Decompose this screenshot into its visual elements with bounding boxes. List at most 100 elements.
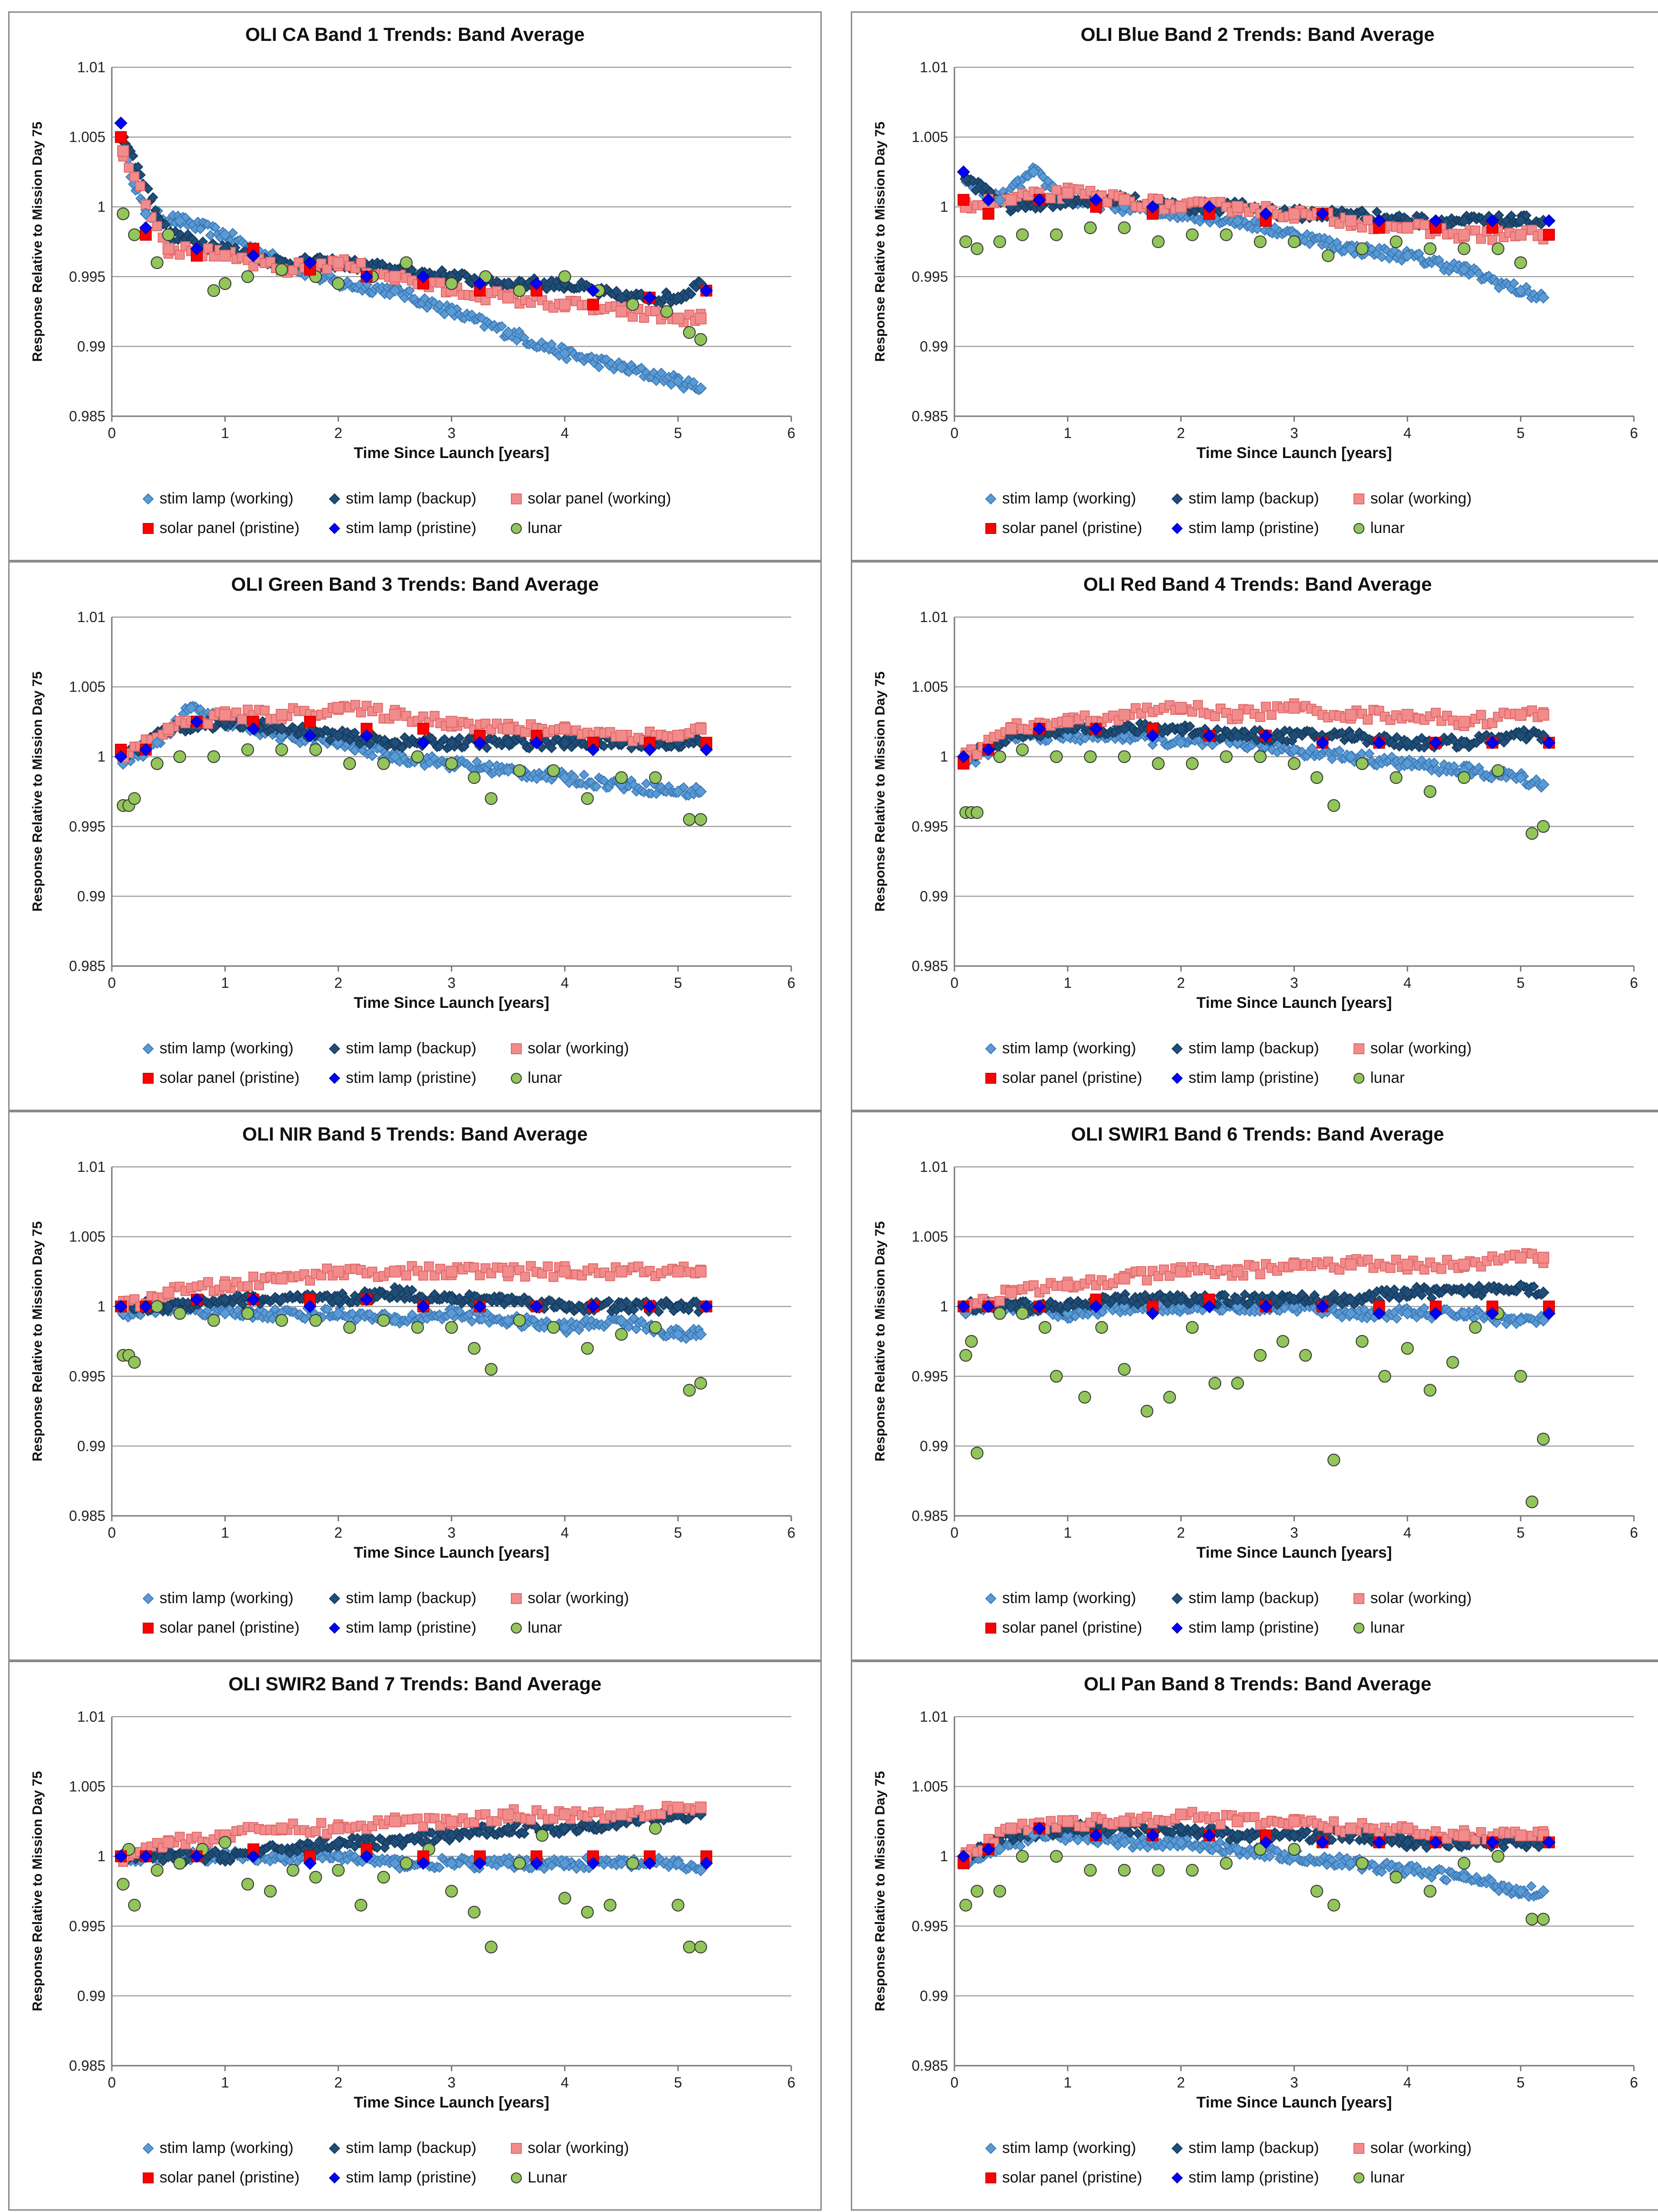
y-tick-label: 0.99 — [920, 1438, 948, 1454]
legend-label: solar panel (pristine) — [160, 1069, 300, 1087]
lunar-point — [1050, 751, 1062, 762]
lunar-point — [582, 1906, 594, 1918]
solar-working-point — [311, 1827, 320, 1836]
lunar-point — [1153, 236, 1164, 248]
x-axis-label: Time Since Launch [years] — [354, 994, 549, 1012]
solar-pristine-point — [588, 299, 599, 310]
y-tick-label: 1.005 — [912, 1229, 948, 1245]
series-lunar — [960, 744, 1549, 839]
legend-label: stim lamp (pristine) — [1189, 519, 1319, 537]
legend-item: stim lamp (backup) — [328, 1589, 476, 1607]
x-tick-label: 4 — [561, 975, 569, 991]
lunar-point — [174, 1858, 186, 1869]
lunar-point — [400, 1858, 412, 1869]
x-tick-label: 1 — [1064, 1524, 1072, 1541]
y-axis-label: Response Relative to Mission Day 75 — [30, 1771, 45, 2012]
legend-item: stim lamp (backup) — [328, 2139, 476, 2157]
legend-item: solar (working) — [1352, 490, 1472, 508]
x-tick-label: 6 — [787, 2074, 795, 2091]
y-tick-label: 1.01 — [77, 1159, 105, 1175]
lunar-point — [960, 236, 972, 248]
legend-solar-working-marker — [1352, 1042, 1366, 1056]
x-tick-label: 3 — [1290, 975, 1298, 991]
solar-working-point — [436, 278, 445, 287]
lunar-point — [400, 257, 412, 269]
lunar-point — [446, 1321, 458, 1333]
solar-working-point — [1477, 710, 1486, 719]
solar-working-point — [1052, 185, 1061, 194]
legend-item: stim lamp (pristine) — [1170, 1619, 1319, 1637]
solar-working-point — [175, 250, 185, 259]
lunar-point — [627, 299, 639, 310]
lunar-point — [548, 765, 559, 777]
y-tick-label: 1.005 — [69, 129, 105, 145]
legend-label: solar panel (pristine) — [160, 1619, 300, 1637]
legend-label: lunar — [528, 519, 562, 537]
lunar-point — [276, 1315, 288, 1326]
y-tick-label: 1 — [940, 1298, 948, 1315]
legend-label: stim lamp (working) — [160, 1040, 294, 1057]
lunar-point — [310, 1871, 322, 1883]
x-tick-label: 6 — [787, 975, 795, 991]
lunar-point — [1390, 236, 1402, 248]
solar-working-point — [249, 1272, 258, 1281]
legend-label: stim lamp (pristine) — [346, 519, 476, 537]
legend-label: lunar — [528, 1619, 562, 1637]
lunar-point — [344, 1321, 355, 1333]
legend-item: stim lamp (backup) — [328, 1040, 476, 1057]
x-tick-label: 5 — [674, 425, 682, 441]
y-tick-label: 0.99 — [77, 888, 105, 904]
legend-label: stim lamp (backup) — [1189, 1040, 1319, 1057]
solar-working-point — [1062, 716, 1073, 727]
solar-working-point — [1437, 1265, 1446, 1274]
solar-working-point — [1232, 1266, 1243, 1277]
solar-working-point — [390, 271, 400, 282]
solar-working-point — [695, 313, 706, 324]
lunar-point — [332, 1864, 344, 1876]
y-tick-label: 1.01 — [920, 1159, 948, 1175]
lunar-point — [1322, 250, 1334, 262]
y-tick-label: 1.01 — [77, 1709, 105, 1725]
legend-label: solar (working) — [1370, 1040, 1472, 1057]
legend-label: stim lamp (working) — [1002, 1589, 1136, 1607]
solar-working-point — [260, 706, 269, 715]
lunar-point — [276, 744, 288, 756]
y-tick-label: 1.01 — [920, 609, 948, 625]
x-tick-label: 3 — [1290, 1524, 1298, 1541]
legend-stim-working-marker — [141, 2142, 155, 2155]
solar-working-point — [559, 299, 570, 310]
y-tick-label: 0.995 — [912, 1368, 948, 1385]
solar-working-point — [276, 1273, 287, 1284]
y-tick-label: 0.99 — [920, 338, 948, 354]
solar-working-point — [1515, 709, 1526, 720]
solar-working-point — [1289, 209, 1300, 219]
legend-solar-working-marker — [509, 1042, 523, 1056]
lunar-point — [151, 257, 163, 269]
legend-item: solar panel (pristine) — [141, 1619, 300, 1637]
x-tick-label: 6 — [1630, 1524, 1638, 1541]
x-tick-label: 2 — [334, 1524, 342, 1541]
lunar-point — [661, 306, 673, 318]
solar-working-point — [1119, 1273, 1130, 1284]
solar-working-point — [673, 730, 684, 741]
legend-label: lunar — [1370, 519, 1405, 537]
solar-working-point — [1256, 712, 1265, 722]
solar-working-point — [559, 1266, 570, 1277]
solar-working-point — [559, 723, 570, 734]
solar-working-point — [1046, 194, 1055, 203]
legend-stim-working-marker — [984, 1042, 998, 1056]
lunar-point — [1469, 1321, 1481, 1333]
y-tick-label: 0.99 — [77, 338, 105, 354]
lunar-point — [378, 1315, 390, 1326]
solar-working-point — [1402, 709, 1413, 720]
lunar-point — [117, 1878, 129, 1890]
y-tick-label: 0.995 — [912, 269, 948, 285]
x-tick-label: 0 — [950, 975, 959, 991]
lunar-point — [378, 1871, 390, 1883]
lunar-point — [1492, 765, 1504, 777]
lunar-point — [1356, 1335, 1368, 1347]
series-lunar — [960, 1308, 1549, 1508]
legend-label: stim lamp (backup) — [346, 1589, 476, 1607]
